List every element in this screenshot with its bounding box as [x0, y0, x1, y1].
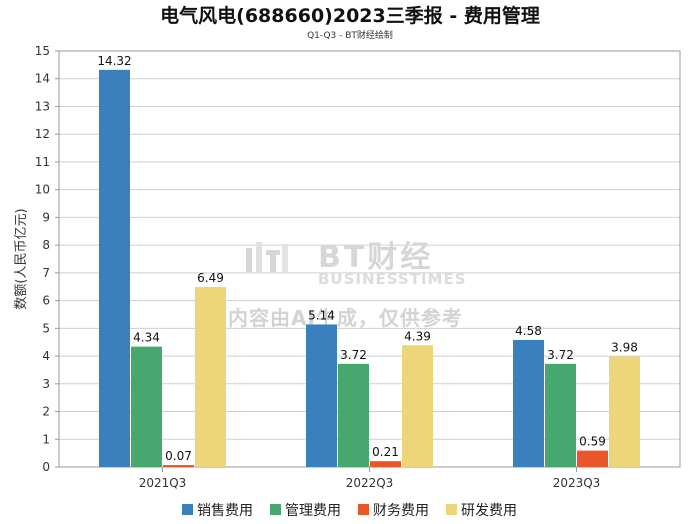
y-tick-label: 9: [42, 210, 50, 224]
data-labels: 14.32 4.34 0.07 6.49 5.14 3.72 0.21 4.39 4.58 3.7…: [97, 54, 638, 463]
bar-2023Q3-研发费用: [609, 356, 640, 467]
data-label: 3.98: [611, 341, 638, 355]
y-tick-label: 8: [42, 238, 50, 252]
legend: 销售费用 管理费用 财务费用 研发费用: [182, 503, 517, 519]
data-label: 0.21: [372, 445, 399, 459]
legend-label: 销售费用: [197, 503, 253, 519]
data-label: 14.32: [97, 54, 131, 68]
data-label: 3.72: [340, 348, 367, 362]
legend-swatch-研发费用: [446, 504, 457, 515]
data-label: 5.14: [308, 308, 335, 322]
bar-2022Q3-管理费用: [338, 363, 369, 467]
bar-2023Q3-管理费用: [545, 363, 576, 467]
y-tick-label: 15: [35, 44, 50, 58]
chart-subtitle: Q1-Q3 - BT财经绘制: [307, 29, 393, 41]
legend-label: 管理费用: [285, 503, 341, 519]
y-tick-label: 6: [42, 294, 50, 308]
y-tick-label: 11: [35, 155, 50, 169]
bar-2021Q3-研发费用: [195, 287, 226, 467]
watermark-brand: BT财经: [318, 240, 433, 275]
y-tick-label: 0: [42, 460, 50, 474]
y-axis-label: 数额(人民币亿元): [14, 208, 29, 309]
x-axis: 2021Q3 2022Q3 2023Q3: [139, 467, 601, 490]
data-label: 4.58: [515, 324, 542, 338]
y-tick-label: 7: [42, 266, 50, 280]
bar-2023Q3-销售费用: [513, 339, 544, 467]
bar-2022Q3-财务费用: [370, 461, 401, 467]
legend-swatch-财务费用: [358, 504, 369, 515]
watermark-logo-icon: [246, 242, 288, 272]
data-label: 0.07: [165, 449, 192, 463]
data-label: 6.49: [197, 271, 224, 285]
x-tick-label: 2022Q3: [346, 476, 394, 490]
y-tick-label: 5: [42, 321, 50, 335]
data-label: 3.72: [547, 348, 574, 362]
bar-2021Q3-管理费用: [131, 346, 162, 467]
y-tick-label: 10: [35, 183, 50, 197]
y-tick-label: 12: [35, 127, 50, 141]
y-tick-label: 4: [42, 349, 50, 363]
bar-2022Q3-研发费用: [402, 345, 433, 467]
y-tick-label: 13: [35, 99, 50, 113]
legend-label: 研发费用: [461, 503, 517, 519]
watermark-note: 内容由AI生成，仅供参考: [228, 306, 463, 330]
data-label: 4.39: [404, 329, 431, 343]
y-tick-label: 2: [42, 405, 50, 419]
legend-swatch-销售费用: [182, 504, 193, 515]
bars: [99, 69, 640, 467]
bar-2022Q3-销售费用: [306, 324, 337, 467]
bar-2023Q3-财务费用: [577, 450, 608, 467]
chart-title: 电气风电(688660)2023三季报 - 费用管理: [160, 4, 540, 27]
data-label: 0.59: [579, 435, 606, 449]
bar-2021Q3-财务费用: [163, 465, 194, 467]
x-tick-label: 2023Q3: [553, 476, 601, 490]
y-tick-label: 14: [35, 72, 50, 86]
watermark: BT财经 BUSINESSTIMES 内容由AI生成，仅供参考: [228, 240, 467, 330]
y-tick-label: 3: [42, 377, 50, 391]
legend-label: 财务费用: [373, 503, 429, 519]
watermark-brand-sub: BUSINESSTIMES: [318, 270, 467, 288]
x-tick-label: 2021Q3: [139, 476, 187, 490]
bar-2021Q3-销售费用: [99, 69, 130, 467]
data-label: 4.34: [133, 331, 160, 345]
y-gridlines: [59, 78, 680, 440]
legend-swatch-管理费用: [270, 504, 281, 515]
y-tick-label: 1: [42, 432, 50, 446]
